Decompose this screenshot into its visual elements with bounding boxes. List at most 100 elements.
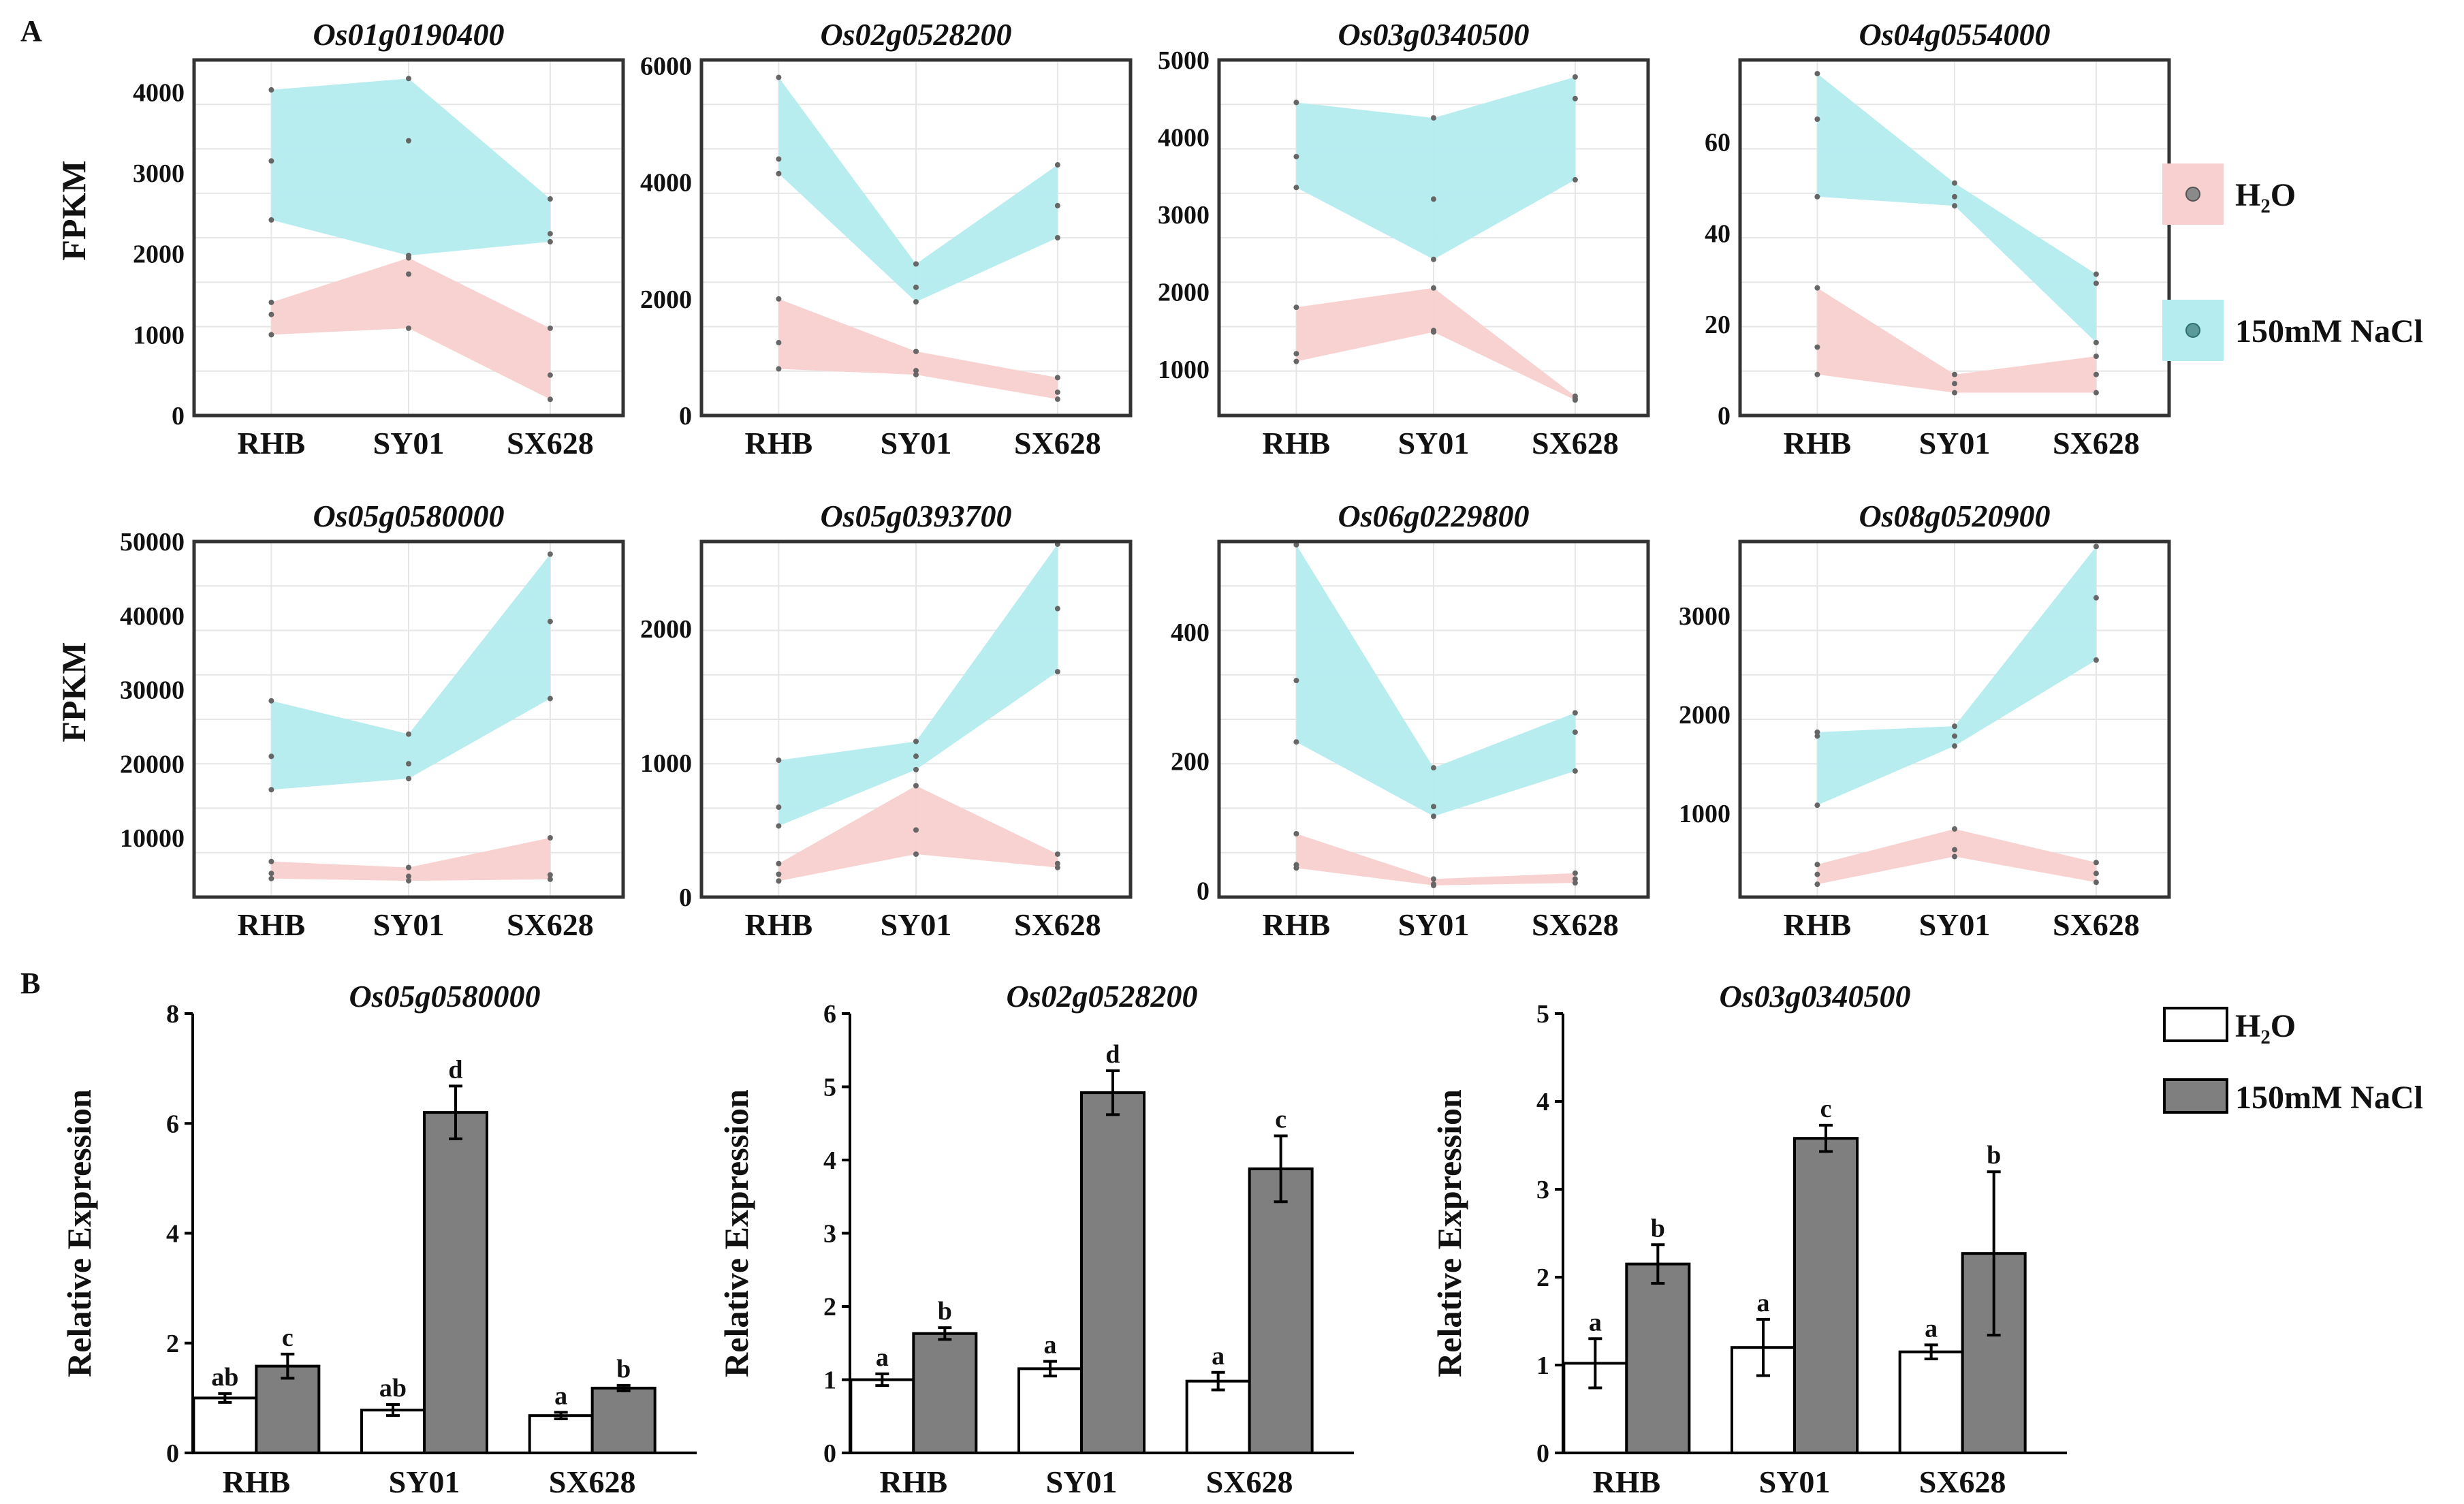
band-h2o	[271, 838, 550, 881]
x-tick-label: SX628	[1014, 907, 1101, 942]
chart-6: 0 200 400 RHB SY01 SX628 Os06g0229800	[1171, 499, 1650, 942]
point-h2o-max	[913, 348, 919, 354]
point-nacl-min	[776, 823, 782, 829]
x-tick-label: SX628	[2053, 907, 2140, 942]
legend-b-item-h2o: H₂O	[2163, 1007, 2296, 1044]
significance-label-nacl: b	[938, 1297, 952, 1326]
point-nacl-mid	[268, 753, 274, 759]
point-h2o-mid	[268, 311, 274, 317]
x-tick-label: RHB	[879, 1464, 947, 1499]
point-h2o-min	[547, 876, 553, 882]
point-h2o-min	[406, 325, 411, 331]
point-nacl-mid	[1431, 804, 1436, 810]
x-tick-label: RHB	[1592, 1464, 1660, 1499]
significance-label-nacl: c	[1820, 1095, 1832, 1123]
point-nacl-mid	[776, 804, 782, 811]
point-h2o-max	[1814, 285, 1820, 291]
point-nacl-max	[268, 87, 274, 93]
band-nacl	[1817, 546, 2096, 806]
significance-label-h2o: a	[1044, 1331, 1057, 1360]
point-nacl-min	[2093, 657, 2099, 663]
plot-frame	[192, 58, 625, 418]
y-tick-label: 0	[172, 402, 185, 430]
x-tick-label: SY01	[373, 426, 445, 460]
point-h2o-max	[406, 864, 411, 871]
x-tick-label: SX628	[549, 1464, 636, 1499]
point-h2o-max	[913, 783, 919, 789]
significance-label-h2o: a	[554, 1381, 567, 1410]
point-nacl-mid	[547, 618, 553, 625]
y-tick-label: 4000	[133, 78, 185, 107]
point-h2o-mid	[1572, 876, 1578, 882]
point-h2o-mid	[547, 872, 553, 878]
panel-b-label: B	[20, 967, 40, 1000]
y-tick-label: 2	[166, 1330, 179, 1358]
band-nacl	[778, 77, 1058, 302]
x-tick-label: RHB	[1263, 907, 1331, 942]
point-h2o-mid	[1054, 389, 1060, 395]
point-h2o-max	[1054, 375, 1060, 381]
bar-nacl	[590, 1386, 657, 1455]
x-tick-label: SY01	[1759, 1464, 1831, 1499]
point-nacl-max	[1572, 710, 1578, 716]
y-tick-label: 6000	[640, 52, 692, 81]
y-tick-label: 3	[1536, 1176, 1549, 1204]
y-tick-label: 5000	[1158, 46, 1210, 75]
point-nacl-max	[776, 757, 782, 764]
chart-title: Os05g0393700	[820, 499, 1011, 533]
point-h2o-mid	[913, 827, 919, 833]
y-tick-label: 0	[823, 1439, 836, 1468]
point-h2o-min	[2093, 390, 2099, 396]
plot-frame	[1738, 539, 2171, 899]
point-nacl-min	[547, 695, 553, 702]
band-h2o	[778, 785, 1058, 881]
x-tick-label: SY01	[1398, 907, 1470, 942]
point-h2o-max	[268, 299, 274, 305]
band-nacl	[778, 544, 1058, 826]
y-axis-label: Relative Expression	[60, 1089, 98, 1377]
point-nacl-max	[547, 196, 553, 202]
bar-h2o	[1898, 1350, 1964, 1455]
point-h2o-min	[1572, 880, 1578, 886]
point-h2o-max	[1952, 371, 1957, 377]
x-tick-label: RHB	[1263, 426, 1331, 460]
y-tick-label: 5	[1536, 1000, 1549, 1029]
point-nacl-mid	[1572, 729, 1578, 735]
y-tick-label: 4000	[640, 169, 692, 198]
band-nacl	[1296, 544, 1575, 817]
point-nacl-max	[406, 731, 411, 737]
point-nacl-max	[1814, 71, 1820, 77]
significance-label-nacl: d	[1105, 1040, 1120, 1069]
point-h2o-min	[776, 366, 782, 372]
chart-8: 02468abcRHBabdSY01abSX628Os05g0580000Rel…	[60, 979, 697, 1499]
y-tick-label: 0	[1536, 1439, 1549, 1468]
y-axis-label: FPKM	[54, 642, 93, 742]
point-h2o-mid	[1431, 881, 1436, 888]
band-h2o	[1296, 287, 1575, 401]
chart-5: 0 1000 2000 RHB SY01 SX628 Os05g0393700	[640, 499, 1133, 942]
significance-label-h2o: a	[1212, 1342, 1225, 1370]
x-tick-label: SY01	[1919, 907, 1991, 942]
y-tick-label: 1	[823, 1366, 836, 1395]
point-nacl-min	[1054, 235, 1060, 240]
point-nacl-max	[1054, 162, 1060, 168]
bar-h2o	[528, 1414, 594, 1455]
point-h2o-min	[1814, 371, 1820, 377]
x-tick-label: RHB	[745, 907, 813, 942]
point-nacl-mid	[1814, 116, 1820, 122]
point-h2o-mid	[406, 271, 411, 277]
point-h2o-min	[2093, 879, 2099, 886]
legend-a-label-h2o: H₂O	[2235, 177, 2296, 213]
point-h2o-mid	[2093, 371, 2099, 377]
point-h2o-min	[1952, 390, 1957, 396]
legend-a-item-h2o: H₂O	[2162, 163, 2296, 225]
y-tick-label: 2000	[1158, 278, 1210, 307]
y-tick-label: 2	[823, 1293, 836, 1321]
y-tick-label: 2	[1536, 1264, 1549, 1292]
point-h2o-min	[1293, 358, 1299, 364]
point-nacl-min	[913, 766, 919, 772]
bar-nacl	[1080, 1091, 1146, 1454]
y-tick-label: 2000	[133, 240, 185, 269]
